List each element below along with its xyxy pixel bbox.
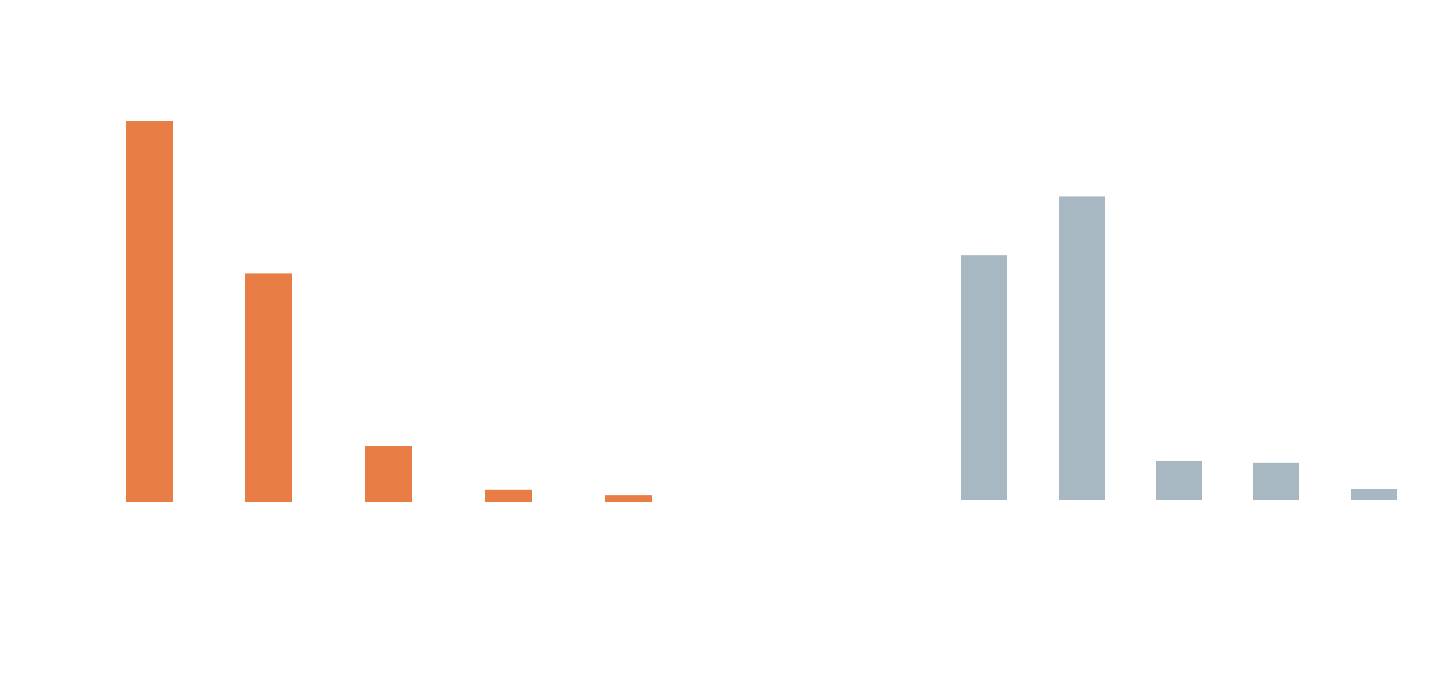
left-bar-1 (126, 121, 173, 502)
left-bar-3 (365, 445, 412, 502)
right-bar-2 (1059, 196, 1105, 500)
left-bar-4 (485, 489, 532, 502)
left-bar-chart (126, 121, 652, 502)
right-bar-1 (961, 255, 1007, 500)
left-bar-5 (605, 495, 652, 502)
right-bar-3 (1156, 460, 1202, 500)
right-bar-chart (961, 196, 1397, 500)
right-bar-4 (1253, 462, 1299, 500)
left-bar-2 (245, 273, 292, 502)
right-bar-5 (1351, 489, 1397, 500)
